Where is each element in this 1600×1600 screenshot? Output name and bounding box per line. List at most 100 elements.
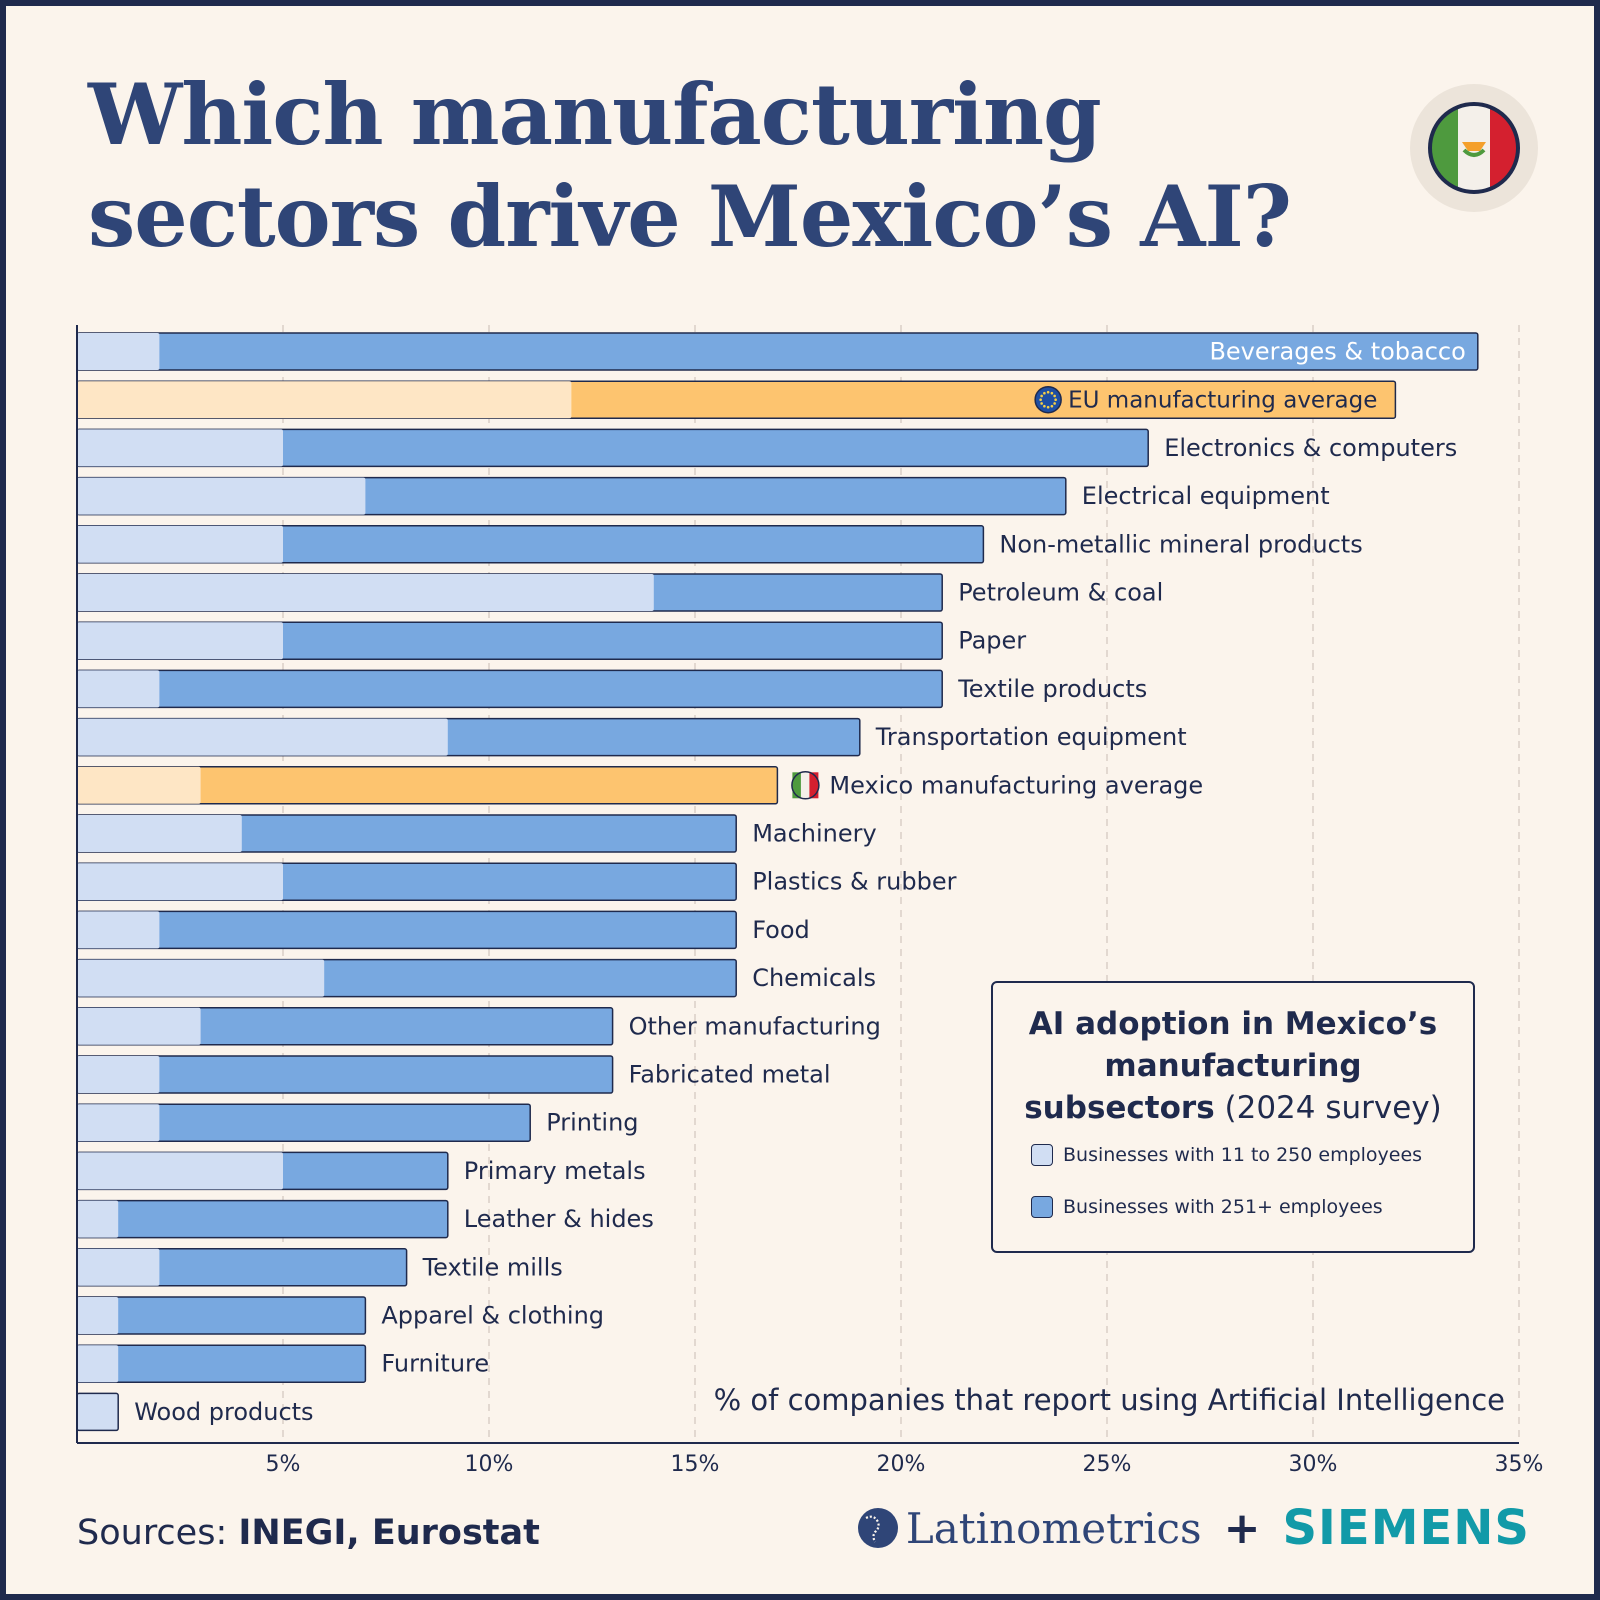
sources-prefix: Sources: xyxy=(77,1513,239,1553)
bar-textile-products-small xyxy=(77,670,160,708)
bar-electronics-and-computers-small xyxy=(77,429,283,467)
eu-star xyxy=(1050,391,1054,395)
bar-other-manufacturing-small xyxy=(77,1007,201,1045)
bar-furniture-large xyxy=(76,1344,367,1383)
bar-primary-metals-small xyxy=(77,1152,283,1190)
bar-furniture-small xyxy=(77,1345,119,1383)
bar-labels: Beverages & tobacco EU manufacturing aver… xyxy=(134,338,1466,1426)
eu-star xyxy=(1039,398,1042,402)
bar-paper-small xyxy=(77,622,283,660)
eu-star xyxy=(1054,398,1057,402)
bar-label: Apparel & clothing xyxy=(381,1302,604,1330)
bar-textile-mills-small xyxy=(77,1248,160,1286)
legend-item-small: Businesses with 11 to 250 employees xyxy=(1031,1129,1473,1181)
bar-food-large xyxy=(76,910,737,950)
eu-flag-icon xyxy=(1034,385,1062,414)
x-tick-label: 35% xyxy=(1495,1452,1544,1477)
bar-label: Petroleum & coal xyxy=(958,579,1163,607)
bar-machinery-small xyxy=(77,815,242,852)
bar-label: Printing xyxy=(546,1109,638,1137)
bar-label: Mexico manufacturing average xyxy=(829,771,1203,799)
bar-label: EU manufacturing average xyxy=(1068,388,1377,414)
brand-footer: Latinometrics + SIEMENS xyxy=(856,1500,1530,1556)
sources-names: INEGI, Eurostat xyxy=(238,1513,540,1553)
legend-title-year: (2024 survey) xyxy=(1224,1090,1442,1126)
bar-label: Paper xyxy=(958,627,1026,655)
mx-red xyxy=(809,772,819,799)
x-tick-label: 5% xyxy=(266,1452,301,1477)
bar-beverages-and-tobacco-small xyxy=(77,333,160,370)
title-line-2: sectors drive Mexico’s AI? xyxy=(88,167,1292,266)
bar-apparel-and-clothing-large xyxy=(76,1296,367,1335)
bar-textile-products-large xyxy=(76,669,943,709)
page-title: Which manufacturing sectors drive Mexico… xyxy=(88,64,1292,268)
legend-swatch-small xyxy=(1031,1144,1053,1166)
x-tick-label: 20% xyxy=(877,1452,926,1477)
bar-petroleum-and-coal-small xyxy=(77,574,654,611)
latinometrics-logo: Latinometrics xyxy=(905,1503,1202,1553)
legend-swatch-large xyxy=(1031,1196,1053,1218)
eu-star xyxy=(1043,391,1046,395)
bar-eu-manufacturing-average-small xyxy=(77,381,572,419)
bar-wood-products-small xyxy=(76,1392,119,1432)
bar-label: Fabricated metal xyxy=(629,1061,831,1089)
bar-label: Transportation equipment xyxy=(875,723,1187,751)
eu-star xyxy=(1053,402,1056,405)
legend-label-small: Businesses with 11 to 250 employees xyxy=(1063,1144,1423,1166)
bar-label: Furniture xyxy=(381,1350,489,1378)
bars xyxy=(76,332,1479,1432)
mexico-flag-icon xyxy=(1410,84,1538,212)
bar-apparel-and-clothing-small xyxy=(77,1297,119,1334)
bar-leather-and-hides-small xyxy=(77,1200,119,1238)
bar-chemicals-small xyxy=(77,959,325,997)
legend-label-large: Businesses with 251+ employees xyxy=(1063,1196,1383,1218)
brand-plus: + xyxy=(1223,1502,1261,1554)
eu-star xyxy=(1046,405,1050,409)
eu-star xyxy=(1040,394,1043,398)
eu-star xyxy=(1050,404,1054,408)
bar-non-metallic-mineral-products-small xyxy=(77,525,283,563)
bar-label: Electronics & computers xyxy=(1164,434,1457,462)
eu-star xyxy=(1043,404,1046,408)
bar-label: Textile products xyxy=(957,675,1147,703)
x-tick-label: 15% xyxy=(671,1452,720,1477)
sources-line: Sources: INEGI, Eurostat xyxy=(77,1513,540,1553)
bar-transportation-equipment-small xyxy=(77,718,448,756)
legend-title-main: AI adoption in Mexico’s manufacturing su… xyxy=(1024,1006,1438,1126)
eu-star xyxy=(1040,402,1043,405)
bar-mexico-manufacturing-average-small xyxy=(77,766,201,804)
bar-label: Non-metallic mineral products xyxy=(999,530,1362,558)
bar-printing-small xyxy=(77,1104,160,1142)
siemens-logo: SIEMENS xyxy=(1282,1500,1530,1556)
bar-label: Machinery xyxy=(752,820,877,848)
x-tick-label: 10% xyxy=(465,1452,514,1477)
bar-label: Other manufacturing xyxy=(629,1012,881,1040)
x-axis: 5% 10% 15% 20% 25% 30% 35% xyxy=(76,325,1544,1477)
bar-fabricated-metal-small xyxy=(77,1056,160,1093)
eu-star xyxy=(1046,390,1050,394)
bar-plastics-and-rubber-small xyxy=(77,863,283,901)
bar-leather-and-hides-large xyxy=(76,1199,449,1239)
eu-flag-disc xyxy=(1034,385,1062,414)
bar-label: Leather & hides xyxy=(464,1205,654,1233)
eu-star xyxy=(1053,394,1056,398)
legend: AI adoption in Mexico’s manufacturing su… xyxy=(991,981,1475,1253)
x-tick-label: 30% xyxy=(1289,1452,1338,1477)
bar-electrical-equipment-small xyxy=(77,477,366,515)
x-tick-label: 25% xyxy=(1083,1452,1132,1477)
title-line-1: Which manufacturing xyxy=(88,65,1102,164)
legend-item-large: Businesses with 251+ employees xyxy=(1031,1181,1473,1233)
bar-label: Textile mills xyxy=(422,1253,563,1281)
x-axis-title: % of companies that report using Artific… xyxy=(713,1383,1505,1417)
bar-label: Chemicals xyxy=(752,964,876,992)
bar-label: Electrical equipment xyxy=(1082,482,1330,510)
mx-green xyxy=(792,772,802,799)
bar-label: Beverages & tobacco xyxy=(1209,338,1465,366)
bar-label: Primary metals xyxy=(464,1157,646,1185)
bar-label: Plastics & rubber xyxy=(752,868,956,896)
mx-white xyxy=(800,772,810,799)
latinometrics-globe-icon xyxy=(857,1508,898,1548)
bar-food-small xyxy=(77,911,160,949)
mexico-small-flag-icon xyxy=(791,771,820,800)
